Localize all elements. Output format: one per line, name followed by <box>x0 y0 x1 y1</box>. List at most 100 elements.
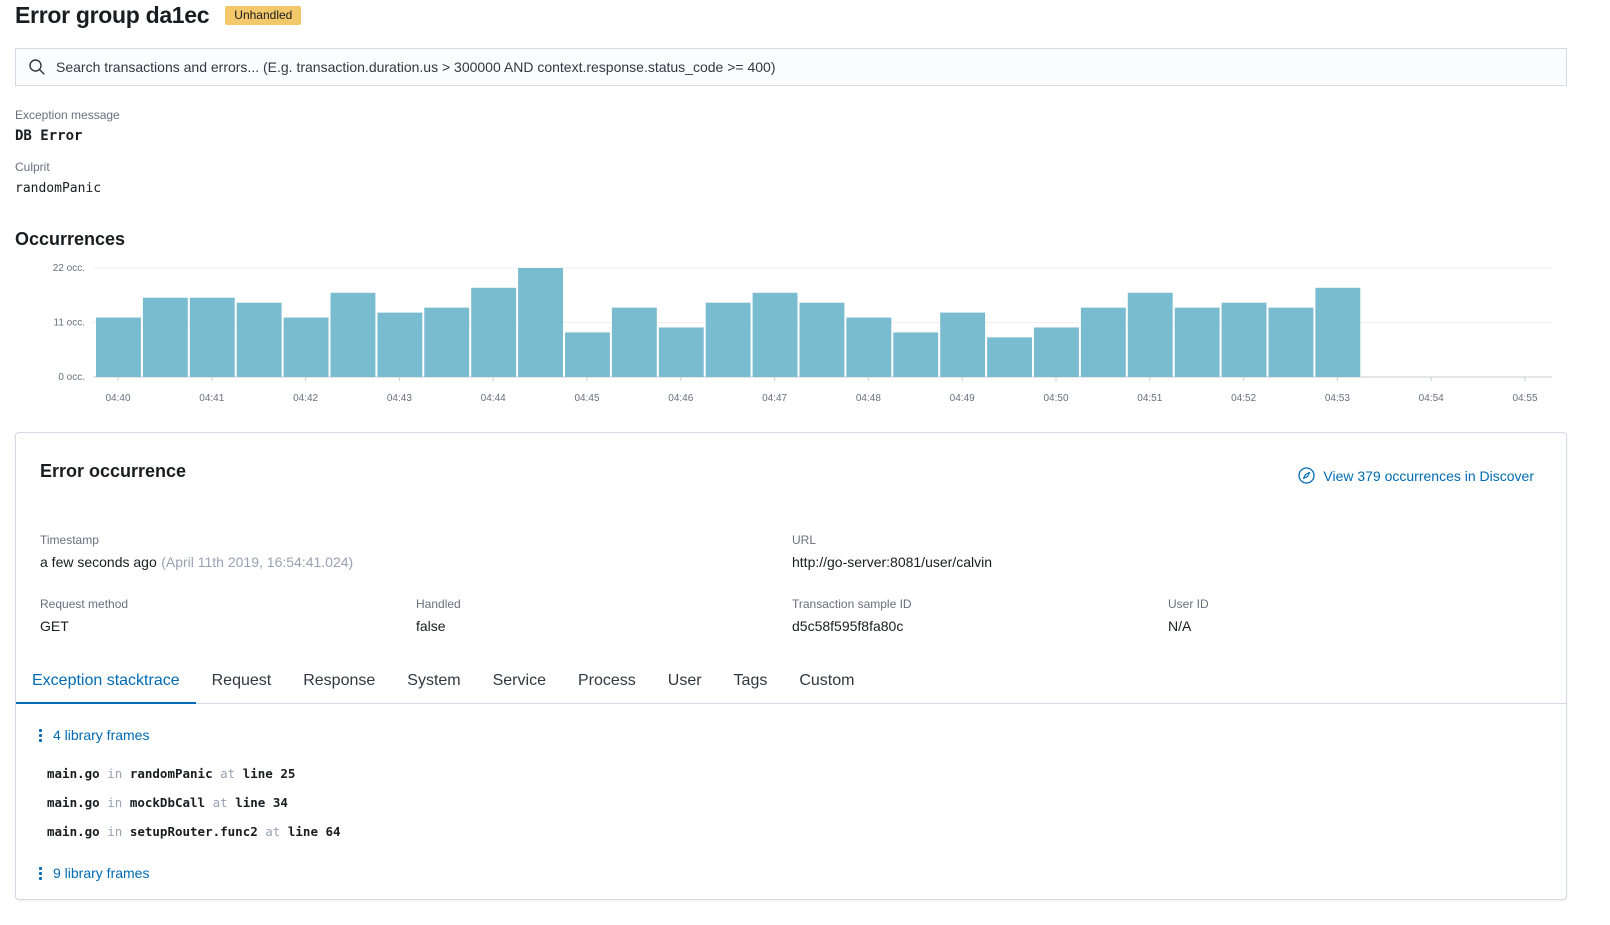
culprit-value: randomPanic <box>15 181 102 196</box>
tab-process[interactable]: Process <box>577 672 636 689</box>
frame-at-keyword: at <box>265 824 281 839</box>
transaction-sample-label: Transaction sample ID <box>792 597 912 611</box>
stack-frame: main.go in randomPanic at line 25 <box>47 766 295 781</box>
transaction-sample-field: Transaction sample ID d5c58f595f8fa80c <box>792 597 912 636</box>
chart-x-tick-label: 04:47 <box>762 393 787 404</box>
frame-in-keyword: in <box>107 766 123 781</box>
chart-bar <box>987 337 1032 377</box>
search-input[interactable] <box>56 59 1536 75</box>
chart-x-tick-label: 04:48 <box>856 393 881 404</box>
chart-bar <box>893 332 939 377</box>
timestamp-field: Timestamp a few seconds ago (April 11th … <box>40 533 353 572</box>
tab-user[interactable]: User <box>667 672 702 689</box>
handled-label: Handled <box>416 597 461 611</box>
occurrences-title: Occurrences <box>15 229 126 249</box>
search-icon <box>29 59 45 75</box>
library-frames-toggle-bottom[interactable]: 9 library frames <box>38 865 149 881</box>
frame-in-keyword: in <box>107 824 123 839</box>
frame-at-keyword: at <box>220 766 236 781</box>
request-method-label: Request method <box>40 597 129 611</box>
frame-function: setupRouter.func2 <box>129 824 258 839</box>
chart-bar <box>1127 292 1173 377</box>
chart-x-tick-label: 04:41 <box>199 393 224 404</box>
chart-x-tick-label: 04:46 <box>668 393 693 404</box>
chart-bar <box>377 312 423 377</box>
chart-bar <box>471 287 517 377</box>
chart-x-tick-label: 04:40 <box>105 393 130 404</box>
occurrences-chart: 0 occ. 11 occ. 22 occ. 04:40 04:41 04:42 04:43… <box>53 263 1552 404</box>
chart-x-tick-label: 04:51 <box>1137 393 1162 404</box>
tab-system[interactable]: System <box>407 672 461 689</box>
chart-bar <box>1174 307 1220 377</box>
chart-bar <box>752 292 798 377</box>
view-in-discover-link[interactable]: View 379 occurrences in Discover <box>1298 467 1534 484</box>
timestamp-value: a few seconds ago <box>40 554 157 570</box>
discover-compass-icon <box>1298 467 1316 484</box>
chart-x-tick-label: 04:54 <box>1419 393 1444 404</box>
timestamp-label: Timestamp <box>40 533 99 547</box>
chart-bar <box>799 302 845 377</box>
chart-bar <box>1221 302 1267 377</box>
chart-bar <box>658 327 704 377</box>
handled-field: Handled false <box>416 597 461 636</box>
unhandled-badge: Unhandled <box>225 6 302 25</box>
chart-bar <box>1315 287 1361 377</box>
error-occurrence-title: Error occurrence <box>40 461 187 481</box>
url-field: URL http://go-server:8081/user/calvin <box>792 533 992 572</box>
chart-bar <box>940 312 986 377</box>
frame-line: line 25 <box>242 766 296 781</box>
chart-bar <box>1034 327 1079 377</box>
stack-frame: main.go in setupRouter.func2 at line 64 <box>47 824 341 839</box>
request-method-value: GET <box>40 618 69 634</box>
library-frames-label: 9 library frames <box>53 865 150 881</box>
frame-function: randomPanic <box>129 766 213 781</box>
chart-bar <box>330 292 376 377</box>
library-frames-label: 4 library frames <box>53 727 150 743</box>
chart-bar <box>236 302 282 377</box>
user-id-value: N/A <box>1168 618 1192 634</box>
handled-value: false <box>416 618 446 634</box>
chart-bar <box>705 302 751 377</box>
chart-bar <box>189 297 235 377</box>
chart-x-tick-label: 04:44 <box>481 393 506 404</box>
chart-x-tick-label: 04:52 <box>1231 393 1256 404</box>
chart-x-tick-label: 04:45 <box>574 393 599 404</box>
vertical-dots-icon <box>38 866 42 881</box>
exception-message-label: Exception message <box>15 108 120 122</box>
chart-y-tick-label: 0 occ. <box>58 372 85 383</box>
chart-bar <box>1268 307 1314 377</box>
stack-frame: main.go in mockDbCall at line 34 <box>47 795 288 810</box>
culprit-label: Culprit <box>15 160 50 174</box>
error-occurrence-panel: Error occurrence View 379 occurrences in… <box>15 432 1567 900</box>
tab-custom[interactable]: Custom <box>799 672 855 689</box>
tab-tags[interactable]: Tags <box>733 672 768 689</box>
transaction-sample-link[interactable]: d5c58f595f8fa80c <box>792 618 904 634</box>
tab-exception-stacktrace[interactable]: Exception stacktrace <box>16 661 196 704</box>
tab-request[interactable]: Request <box>211 672 272 689</box>
chart-x-tick-label: 04:53 <box>1325 393 1350 404</box>
user-id-field: User ID N/A <box>1168 597 1209 636</box>
chart-bar <box>142 297 188 377</box>
chart-bar <box>1080 307 1126 377</box>
tab-response[interactable]: Response <box>303 672 376 689</box>
chart-y-tick-label: 11 occ. <box>54 318 86 329</box>
vertical-dots-icon <box>38 728 42 743</box>
chart-x-tick-label: 04:42 <box>293 393 318 404</box>
chart-bar <box>424 307 470 377</box>
frame-file: main.go <box>47 766 100 781</box>
chart-x-tick-label: 04:55 <box>1512 393 1537 404</box>
frame-in-keyword: in <box>107 795 123 810</box>
chart-x-tick-label: 04:50 <box>1043 393 1068 404</box>
tab-service[interactable]: Service <box>492 672 546 689</box>
frame-at-keyword: at <box>212 795 228 810</box>
header: Error group da1ec Unhandled <box>15 2 302 29</box>
chart-y-tick-label: 22 occ. <box>53 263 85 274</box>
library-frames-toggle-top[interactable]: 4 library frames <box>38 727 149 743</box>
frame-file: main.go <box>47 824 100 839</box>
exception-message: DB Error <box>15 128 83 144</box>
chart-bar <box>846 317 892 377</box>
request-method-field: Request method GET <box>40 597 128 636</box>
search-bar[interactable] <box>15 48 1567 86</box>
page-title: Error group da1ec <box>15 2 210 28</box>
url-value: http://go-server:8081/user/calvin <box>792 554 992 570</box>
